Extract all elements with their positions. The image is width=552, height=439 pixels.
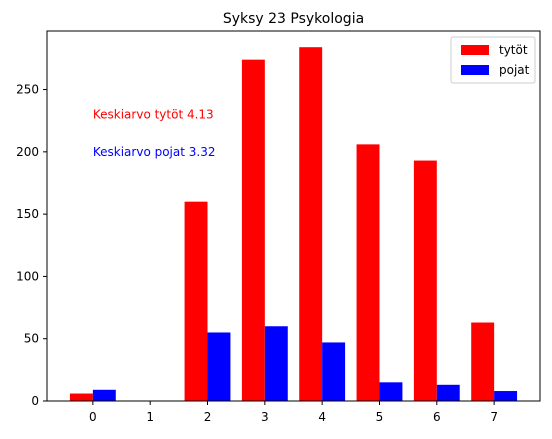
- bar-series-2-6: [436, 384, 460, 401]
- legend-swatch-2: [461, 65, 489, 75]
- bar-series-2-7: [494, 391, 518, 401]
- x-tick-label: 4: [318, 410, 326, 424]
- y-tick-label: 200: [16, 145, 39, 159]
- bar-series-1-0: [69, 393, 93, 401]
- y-axis: 0 50 100 150 200 250: [16, 83, 47, 408]
- bar-series-1-4: [299, 47, 323, 401]
- y-tick-label: 100: [16, 269, 39, 283]
- bar-series-2-5: [379, 382, 403, 401]
- x-tick-label: 1: [146, 410, 154, 424]
- annotation-2: Keskiarvo pojat 3.32: [93, 145, 216, 159]
- x-tick-label: 7: [490, 410, 498, 424]
- y-tick-label: 150: [16, 207, 39, 221]
- bar-series-1-7: [471, 322, 495, 401]
- legend-label-2: pojat: [499, 63, 530, 77]
- bar-series-1-3: [241, 59, 265, 402]
- bar-series-2-4: [322, 342, 346, 401]
- bar-series-1-5: [356, 144, 380, 401]
- plot-frame: [46, 30, 541, 402]
- bar-series-1-2: [184, 201, 208, 401]
- x-tick-label: 3: [261, 410, 269, 424]
- y-tick-label: 0: [31, 394, 39, 408]
- legend: tytöt pojat: [450, 36, 536, 84]
- x-tick-label: 2: [204, 410, 212, 424]
- chart-title: Syksy 23 Psykologia: [223, 11, 364, 27]
- legend-swatch-1: [461, 45, 489, 55]
- bar-series-2-3: [264, 326, 288, 401]
- x-tick-label: 6: [433, 410, 441, 424]
- bar-series-1-6: [413, 160, 437, 401]
- legend-label-1: tytöt: [499, 43, 528, 57]
- annotations: Keskiarvo tytöt 4.13 Keskiarvo pojat 3.32: [93, 107, 216, 158]
- x-axis: 0 1 2 3 4 5 6 7: [89, 401, 498, 424]
- bar-series-2-2: [207, 332, 231, 401]
- y-tick-label: 250: [16, 83, 39, 97]
- plot-area: [46, 30, 541, 402]
- x-tick-label: 5: [376, 410, 384, 424]
- x-tick-label: 0: [89, 410, 97, 424]
- y-tick-label: 50: [24, 332, 39, 346]
- bar-series-2-0: [92, 389, 116, 401]
- annotation-1: Keskiarvo tytöt 4.13: [93, 107, 214, 121]
